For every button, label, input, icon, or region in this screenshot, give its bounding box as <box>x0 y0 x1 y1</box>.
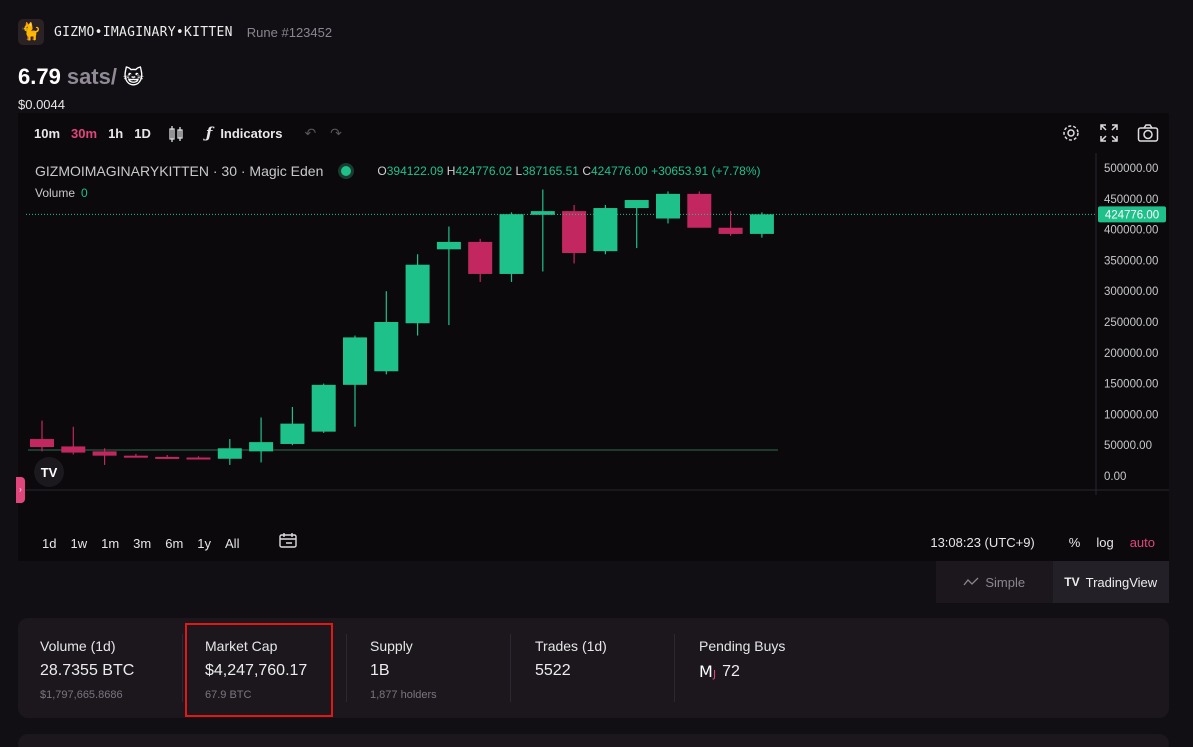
ohlc-values: O394122.09 H424776.02 L387165.51 C424776… <box>377 164 761 178</box>
stat-pending-buys: Pending Buys Mȷ 72 <box>699 638 786 681</box>
y-tick-label: 250000.00 <box>1104 317 1158 329</box>
y-tick-label: 50000.00 <box>1104 440 1152 452</box>
candlestick-chart[interactable]: 500000.00 450000.00 400000.00 350000.00 3000… <box>18 153 1169 495</box>
price-usd: $0.0044 <box>18 97 65 112</box>
clock-display[interactable]: 13:08:23 (UTC+9) <box>930 535 1035 550</box>
rune-name: GIZMO•IMAGINARY•KITTEN <box>54 24 233 40</box>
y-tick-label: 500000.00 <box>1104 163 1158 175</box>
candle-body <box>468 241 493 274</box>
volume-legend: Volume 0 <box>35 186 88 200</box>
chart-panel: 10m 30m 1h 1D ƒ Indicators ↶ ↷ 500000.00… <box>18 113 1169 561</box>
range-1w[interactable]: 1w <box>70 535 88 551</box>
candle-body <box>530 211 555 215</box>
price-unit: sats/ <box>66 64 117 89</box>
line-chart-icon <box>963 575 979 590</box>
timeframe-1d[interactable]: 1D <box>134 125 151 141</box>
y-tick-label: 200000.00 <box>1104 348 1158 360</box>
candle-body <box>405 264 430 324</box>
range-3m[interactable]: 3m <box>133 535 152 551</box>
candle-body <box>718 227 743 234</box>
candle-body <box>217 448 242 459</box>
y-tick-label: 300000.00 <box>1104 286 1158 298</box>
view-toggle: Simple TV TradingView <box>936 561 1169 603</box>
stat-trades: Trades (1d) 5522 <box>535 638 607 679</box>
price-display: 6.79 sats/ 😺 <box>18 64 144 90</box>
chart-toolbar: 10m 30m 1h 1D ƒ Indicators ↶ ↷ <box>18 113 1169 153</box>
indicators-button[interactable]: ƒ Indicators <box>206 124 283 142</box>
timeframe-1h[interactable]: 1h <box>108 125 124 141</box>
last-price-badge <box>1098 206 1166 223</box>
fullscreen-icon[interactable] <box>1099 123 1119 148</box>
range-1y[interactable]: 1y <box>197 535 212 551</box>
chart-legend: GIZMOIMAGINARYKITTEN · 30 · Magic Eden O… <box>35 163 760 179</box>
candle-body <box>593 208 618 252</box>
simple-view-button[interactable]: Simple <box>936 561 1053 603</box>
y-tick-label: 450000.00 <box>1104 194 1158 206</box>
camera-icon[interactable] <box>1137 123 1159 148</box>
magic-eden-icon: Mȷ <box>699 662 717 681</box>
auto-toggle[interactable]: auto <box>1129 535 1155 550</box>
range-1d[interactable]: 1d <box>42 535 57 551</box>
cat-logo-icon: 🐈 <box>18 19 44 45</box>
tradingview-view-button[interactable]: TV TradingView <box>1052 561 1169 603</box>
redo-icon[interactable]: ↷ <box>330 124 342 141</box>
candle-body <box>687 193 712 228</box>
tradingview-badge-icon <box>34 457 64 487</box>
next-panel <box>18 734 1169 747</box>
last-price-label: 424776.00 <box>1105 209 1159 221</box>
candle-type-icon[interactable] <box>168 125 184 142</box>
candle-body <box>624 200 649 209</box>
y-tick-label: 0.00 <box>1104 471 1126 483</box>
candle-body <box>123 455 148 458</box>
candle-body <box>499 214 524 274</box>
range-1m[interactable]: 1m <box>101 535 120 551</box>
candle-body <box>311 384 336 432</box>
tradingview-badge-text: TV <box>41 465 58 480</box>
candle-body <box>61 446 86 453</box>
stat-market-cap: Market Cap $4,247,760.17 67.9 BTC <box>205 638 308 701</box>
candle-body <box>92 451 117 456</box>
candle-body <box>374 322 399 372</box>
candle-body <box>280 423 305 444</box>
candle-body <box>749 214 774 234</box>
y-tick-label: 150000.00 <box>1104 379 1158 391</box>
live-status-icon <box>341 166 352 176</box>
market-cap-highlight <box>185 623 333 717</box>
date-range-icon[interactable] <box>279 532 298 554</box>
range-all[interactable]: All <box>225 535 240 551</box>
tradingview-logo-icon: TV <box>1064 575 1080 589</box>
log-toggle[interactable]: log <box>1096 535 1114 550</box>
stat-supply: Supply 1B 1,877 holders <box>370 638 437 701</box>
candle-body <box>562 211 587 254</box>
range-bar: 1d 1w 1m 3m 6m 1y All 13:08:23 (UTC+9) %… <box>18 525 1169 561</box>
cat-emoji-icon: 😺 <box>122 67 144 89</box>
indicators-label: Indicators <box>220 125 283 141</box>
percent-toggle[interactable]: % <box>1068 535 1081 550</box>
candle-body <box>436 241 461 250</box>
candle-body <box>249 442 274 452</box>
y-tick-label: 400000.00 <box>1104 225 1158 237</box>
stat-volume: Volume (1d) 28.7355 BTC $1,797,665.8686 <box>40 638 135 701</box>
candle-body <box>186 457 211 460</box>
timeframe-30m[interactable]: 30m <box>71 125 98 141</box>
candle-body <box>343 337 367 385</box>
legend-symbol: GIZMOIMAGINARYKITTEN · 30 · Magic Eden <box>35 163 324 179</box>
candle-body <box>30 439 54 448</box>
side-panel-handle[interactable]: › <box>16 477 25 503</box>
undo-icon[interactable]: ↶ <box>304 124 317 141</box>
price-value: 6.79 <box>18 64 61 89</box>
timeframe-10m[interactable]: 10m <box>34 125 61 141</box>
y-tick-label: 350000.00 <box>1104 255 1158 267</box>
y-tick-label: 100000.00 <box>1104 409 1158 421</box>
fx-icon: ƒ <box>205 124 213 142</box>
rune-header: 🐈 GIZMO•IMAGINARY•KITTEN Rune #123452 <box>18 18 332 46</box>
range-6m[interactable]: 6m <box>165 535 184 551</box>
stats-panel: Volume (1d) 28.7355 BTC $1,797,665.8686 … <box>18 618 1169 718</box>
settings-gear-icon[interactable] <box>1061 123 1081 148</box>
candle-body <box>155 456 180 459</box>
rune-id: Rune #123452 <box>246 24 333 40</box>
